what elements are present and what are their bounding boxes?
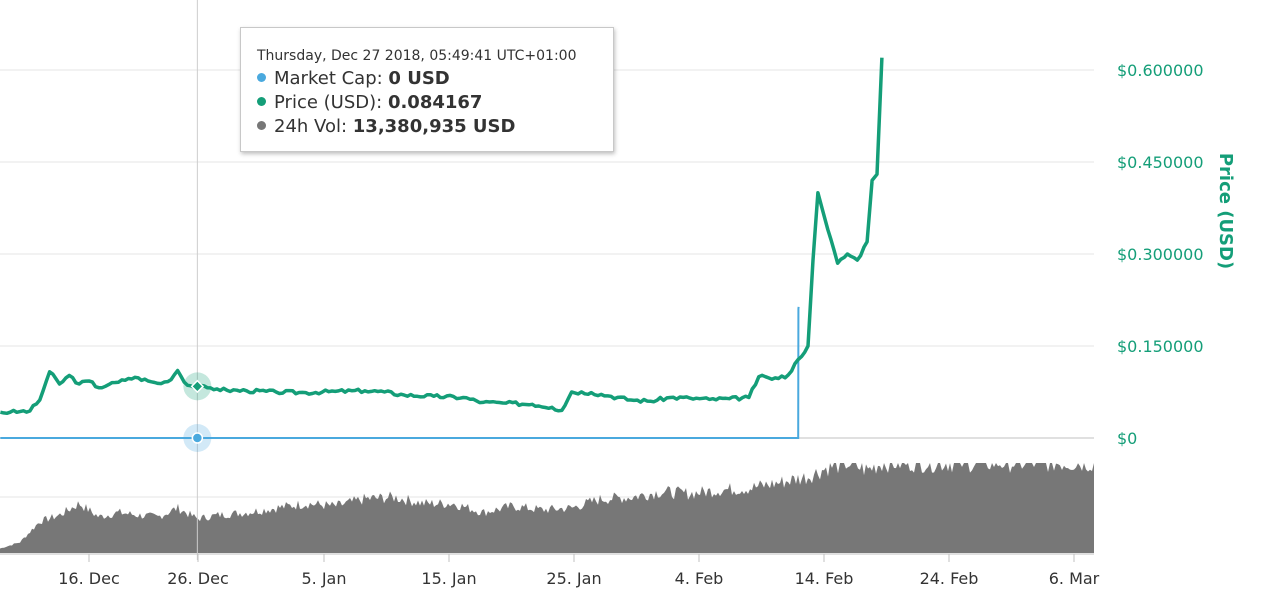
x-tick-label: 6. Mar [1049,569,1100,588]
tooltip-value: 0.084167 [387,92,483,113]
price-tick-label: $0.450000 [1117,153,1204,172]
price-tick-label: $0.150000 [1117,337,1204,356]
chart-tooltip: Thursday, Dec 27 2018, 05:49:41 UTC+01:0… [240,27,614,152]
tooltip-value: 0 USD [388,68,450,89]
volume-area [0,463,1094,553]
tooltip-row-market-cap: Market Cap: 0 USD [257,67,597,91]
x-tick-label: 15. Jan [421,569,476,588]
x-tick-label: 14. Feb [795,569,854,588]
price-hover-marker [190,379,205,394]
tooltip-date: Thursday, Dec 27 2018, 05:49:41 UTC+01:0… [257,48,577,64]
x-tick-label: 24. Feb [920,569,979,588]
market-cap-line [0,306,800,439]
tooltip-value: 13,380,935 USD [352,116,516,137]
price-tick-label: $0.300000 [1117,245,1204,264]
x-tick-label: 16. Dec [58,569,120,588]
price-axis-title: Price (USD) [1215,153,1236,269]
x-tick-label: 26. Dec [167,569,229,588]
tooltip-row-volume: 24h Vol: 13,380,935 USD [257,115,597,139]
price-tick-label: $0.600000 [1117,61,1204,80]
market-cap-dot-icon [257,73,266,82]
tooltip-label: Market Cap: [274,68,383,89]
tooltip-row-price: Price (USD): 0.084167 [257,91,597,115]
tooltip-label: Price (USD): [274,92,383,113]
volume-dot-icon [257,121,266,130]
x-tick-label: 25. Jan [546,569,601,588]
x-tick-label: 5. Jan [301,569,346,588]
price-dot-icon [257,97,266,106]
price-tick-label: $0 [1117,429,1137,448]
cap-hover-marker [191,432,204,444]
x-tick-label: 4. Feb [675,569,724,588]
price-line [0,57,884,416]
tooltip-label: 24h Vol: [274,116,348,137]
